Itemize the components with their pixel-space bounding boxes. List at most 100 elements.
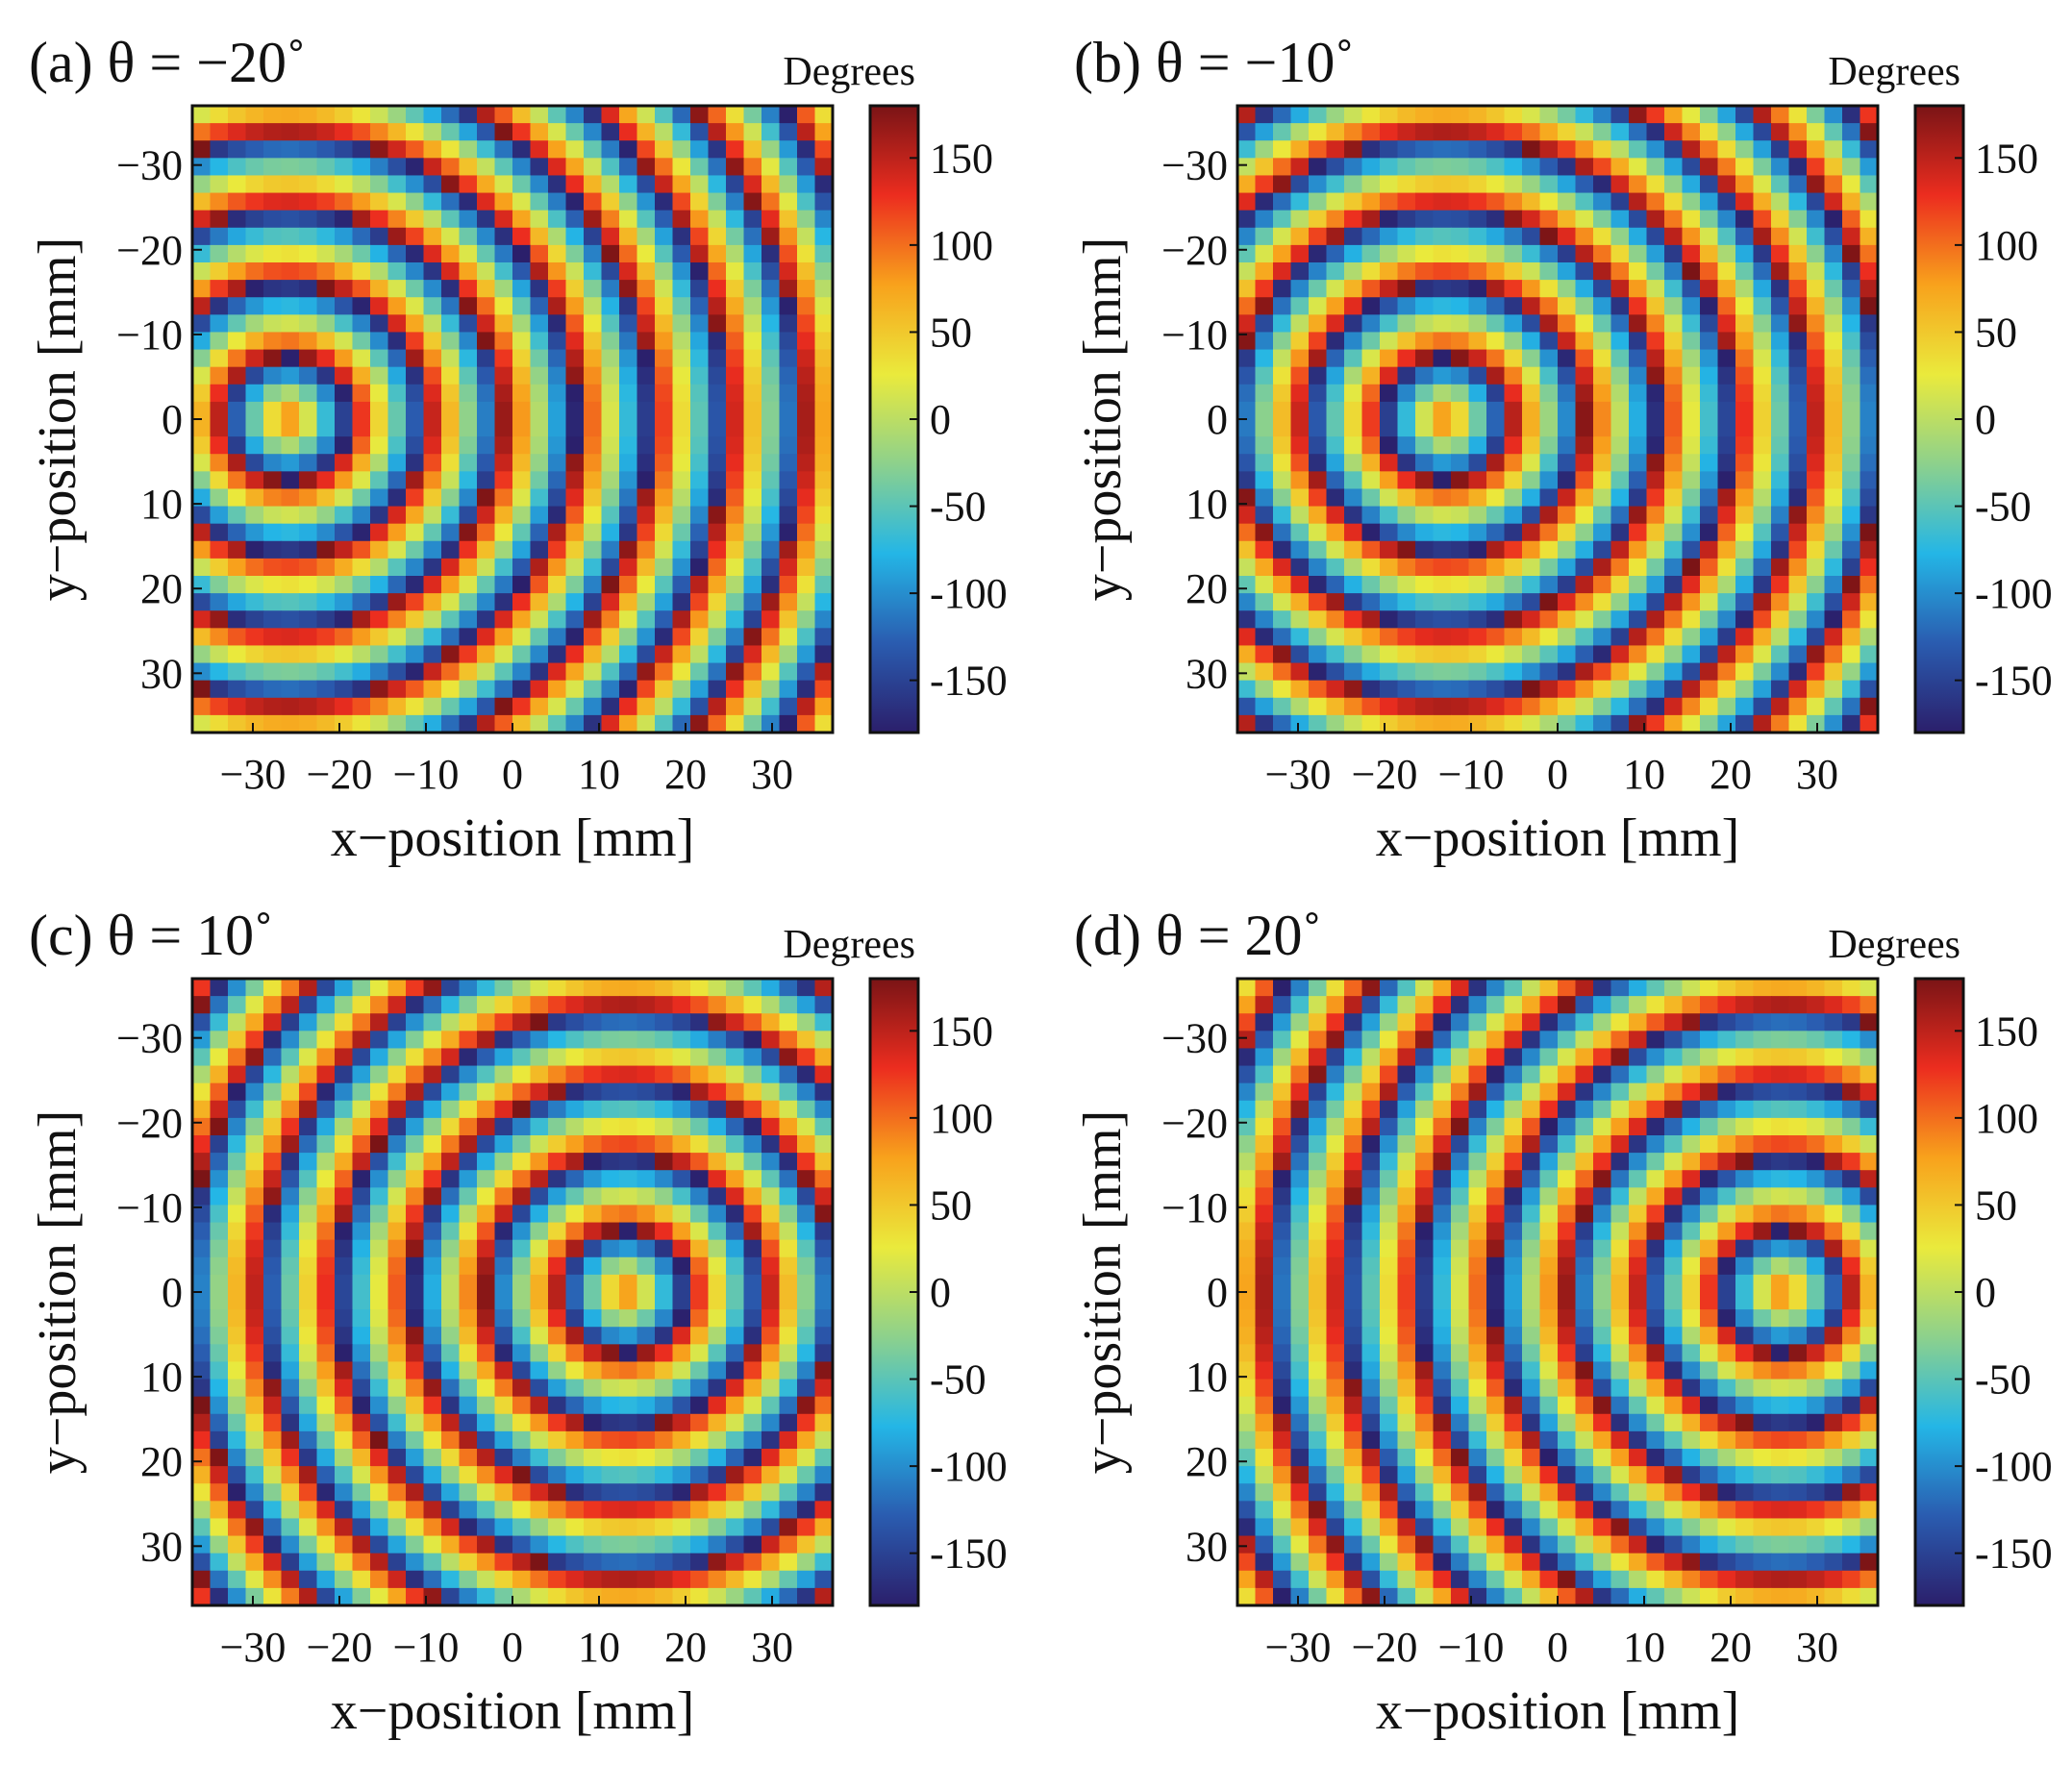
heatmap-cell (708, 523, 727, 542)
heatmap-cell (1700, 1309, 1719, 1328)
heatmap-cell (1771, 1274, 1790, 1293)
heatmap-cell (1717, 192, 1736, 211)
heatmap-cell (1522, 175, 1541, 194)
heatmap-cell (1771, 1048, 1790, 1067)
heatmap-cell (779, 1031, 798, 1050)
heatmap-cell (459, 1256, 478, 1276)
heatmap-cell (1504, 523, 1523, 542)
heatmap-cell (601, 1587, 620, 1606)
heatmap-cell (281, 1449, 300, 1467)
heatmap-cell (779, 1379, 798, 1398)
heatmap-cell (387, 140, 407, 159)
heatmap-cell (263, 1413, 283, 1432)
heatmap-cell (316, 401, 336, 420)
heatmap-cell (1237, 1327, 1257, 1345)
heatmap-cell (281, 227, 300, 246)
heatmap-cell (1504, 401, 1523, 420)
heatmap-cell (655, 610, 674, 629)
heatmap-cell (1753, 628, 1772, 647)
heatmap-cell (1468, 1153, 1487, 1171)
heatmap-cell (1646, 645, 1665, 664)
heatmap-cell (441, 401, 461, 420)
heatmap-cell (530, 697, 549, 716)
heatmap-cell (1842, 714, 1861, 733)
heatmap-cell (1309, 297, 1328, 315)
heatmap-cell (1522, 227, 1541, 246)
heatmap-cell (1664, 314, 1684, 334)
heatmap-cell (1237, 1031, 1257, 1050)
heatmap-cell (743, 523, 762, 542)
heatmap-cell (1361, 175, 1381, 194)
heatmap-cell (1629, 419, 1648, 437)
heatmap-cell (335, 1379, 354, 1398)
heatmap-cell (423, 401, 442, 420)
heatmap-cell (316, 1466, 336, 1484)
heatmap-cell (530, 1309, 549, 1328)
heatmap-cell (672, 1327, 691, 1345)
heatmap-cell (619, 1396, 638, 1415)
heatmap-cell (797, 506, 816, 525)
heatmap-cell (601, 1031, 620, 1050)
heatmap-cell (1273, 1274, 1292, 1293)
heatmap-cell (210, 280, 229, 298)
heatmap-cell (1468, 384, 1487, 403)
heatmap-cell (548, 1587, 567, 1606)
heatmap-cell (1575, 1344, 1594, 1363)
heatmap-cell (441, 1449, 461, 1467)
heatmap-cell (1522, 1153, 1541, 1171)
heatmap-cell (459, 1292, 478, 1310)
heatmap-cell (1397, 1082, 1416, 1102)
heatmap-cell (1593, 419, 1612, 437)
heatmap-cell (619, 1170, 638, 1188)
heatmap-cell (619, 1483, 638, 1502)
heatmap-cell (708, 1187, 727, 1206)
heatmap-cell (192, 979, 212, 997)
heatmap-cell (1610, 1205, 1630, 1224)
heatmap-cell (761, 662, 781, 682)
heatmap-cell (1646, 1292, 1665, 1310)
y-tick-label: −30 (1161, 142, 1228, 189)
heatmap-cell (1842, 628, 1861, 647)
heatmap-cell (441, 662, 461, 682)
heatmap-cell (1610, 697, 1630, 716)
heatmap-cell (1717, 1256, 1736, 1276)
heatmap-cell (1575, 454, 1594, 472)
heatmap-cell (779, 697, 798, 716)
heatmap-cell (797, 123, 816, 141)
heatmap-cell (1735, 1239, 1755, 1258)
heatmap-cell (1326, 123, 1345, 141)
heatmap-cell (245, 576, 264, 594)
heatmap-cell (512, 471, 532, 490)
heatmap-cell (779, 593, 798, 611)
heatmap-cell (1771, 210, 1790, 229)
heatmap-cell (210, 1587, 229, 1606)
heatmap-cell (1860, 1222, 1879, 1241)
heatmap-cell (387, 314, 407, 334)
heatmap-cell (548, 1031, 567, 1050)
heatmap-cell (726, 1205, 745, 1224)
heatmap-cell (494, 488, 513, 508)
heatmap-cell (281, 506, 300, 525)
heatmap-cell (1860, 314, 1879, 334)
heatmap-cell (1451, 645, 1470, 664)
heatmap-cell (548, 280, 567, 298)
heatmap-cell (352, 210, 371, 229)
heatmap-cell (387, 1292, 407, 1310)
heatmap-cell (1273, 419, 1292, 437)
heatmap-cell (797, 454, 816, 472)
heatmap-cell (1629, 1292, 1648, 1310)
heatmap-cell (406, 593, 425, 611)
heatmap-cell (299, 540, 318, 559)
heatmap-cell (1504, 1396, 1523, 1415)
heatmap-cell (281, 1170, 300, 1188)
heatmap-cell (1753, 419, 1772, 437)
heatmap-cell (1682, 401, 1701, 420)
heatmap-cell (797, 280, 816, 298)
heatmap-cell (494, 576, 513, 594)
heatmap-cell (1807, 419, 1826, 437)
heatmap-cell (1771, 1135, 1790, 1154)
heatmap-cell (210, 175, 229, 194)
heatmap-cell (1860, 506, 1879, 525)
heatmap-cell (1451, 1239, 1470, 1258)
heatmap-cell (299, 1501, 318, 1520)
